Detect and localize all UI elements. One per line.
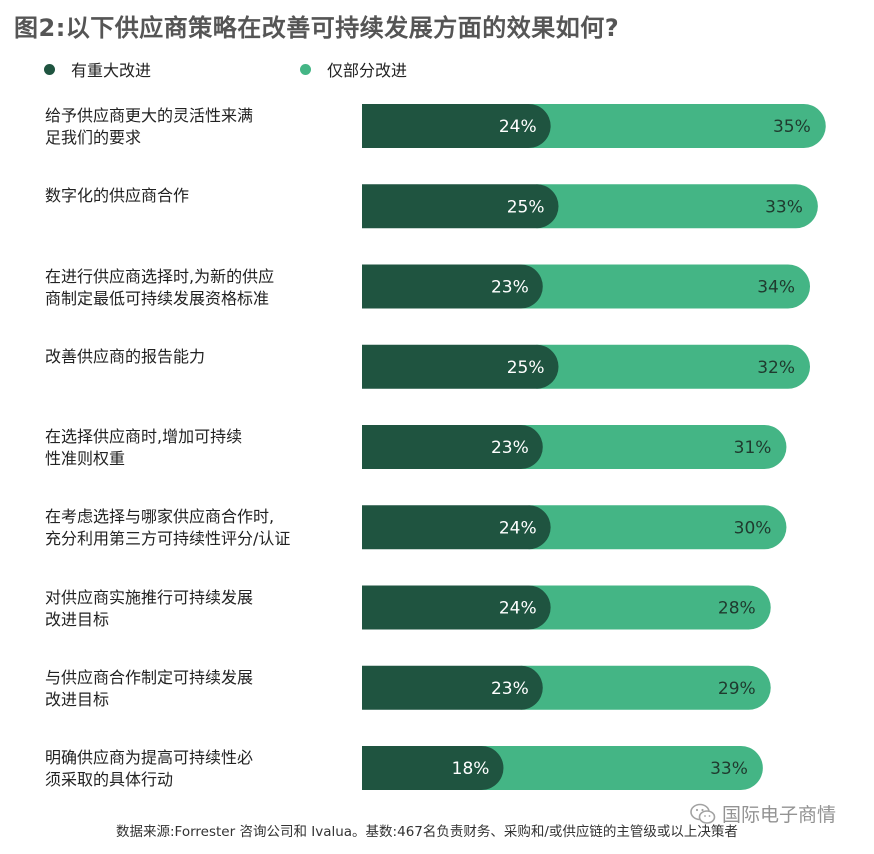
category-label: 在选择供应商时,增加可持续 性准则权重	[45, 426, 345, 470]
chart-title: 图2:以下供应商策略在改善可持续发展方面的效果如何?	[14, 14, 620, 42]
value-label-major: 24%	[499, 117, 537, 137]
category-label-line: 在选择供应商时,增加可持续	[45, 427, 243, 446]
bar-major-improvement	[362, 665, 543, 710]
category-label-line: 与供应商合作制定可持续发展	[45, 667, 254, 687]
category-label-line: 改进目标	[45, 689, 110, 709]
value-label-partial: 34%	[757, 278, 795, 298]
bar-major-improvement	[362, 344, 559, 389]
category-label: 数字化的供应商合作	[45, 185, 345, 207]
value-label-partial: 28%	[718, 599, 756, 619]
bar-partial-improvement	[528, 505, 787, 550]
bar-partial-improvement	[481, 746, 763, 790]
value-label-major: 23%	[491, 278, 529, 298]
category-label-line: 数字化的供应商合作	[45, 186, 190, 206]
category-label-line: 商制定最低可持续发展资格标准	[45, 288, 270, 308]
bar-partial-improvement	[528, 585, 771, 630]
value-label-major: 25%	[507, 358, 545, 378]
bar-major-improvement	[362, 104, 551, 148]
category-label-line: 充分利用第三方可持续性评分/认证	[45, 529, 291, 549]
bar-partial-improvement	[528, 104, 826, 148]
category-label: 与供应商合作制定可持续发展 改进目标	[45, 667, 345, 711]
value-label-major: 23%	[491, 679, 529, 699]
value-label-partial: 32%	[757, 358, 795, 378]
value-label-major: 23%	[491, 438, 529, 458]
category-label-line: 给予供应商更大的灵活性来满	[45, 106, 254, 125]
legend-label-major: 有重大改进	[71, 61, 152, 80]
bar-major-improvement	[362, 746, 504, 790]
category-label: 在进行供应商选择时,为新的供应 商制定最低可持续发展资格标准	[45, 266, 345, 310]
value-label-partial: 33%	[710, 759, 748, 779]
legend-dot-partial	[300, 63, 311, 75]
value-label-major: 25%	[507, 197, 545, 217]
value-label-partial: 35%	[773, 117, 811, 137]
wechat-icon	[690, 803, 716, 824]
bar-major-improvement	[362, 505, 551, 550]
category-label-line: 对供应商实施推行可持续发展	[45, 587, 254, 607]
category-label: 明确供应商为提高可持续性必 须采取的具体行动	[45, 747, 345, 791]
value-label-major: 18%	[452, 759, 490, 779]
category-label-line: 性准则权重	[45, 449, 126, 468]
watermark-text: 国际电子商情	[722, 804, 837, 826]
value-label-partial: 33%	[765, 197, 803, 217]
category-label-line: 须采取的具体行动	[45, 770, 174, 789]
bar-major-improvement	[362, 425, 543, 469]
bar-partial-improvement	[520, 425, 787, 469]
bar-major-improvement	[362, 585, 551, 630]
category-label: 在考虑选择与哪家供应商合作时, 充分利用第三方可持续性评分/认证	[45, 506, 345, 550]
value-label-major: 24%	[499, 599, 537, 619]
legend-item-partial: 仅部分改进	[300, 57, 407, 81]
value-label-partial: 31%	[734, 438, 772, 458]
legend-dot-major	[44, 63, 55, 75]
bar-partial-improvement	[520, 665, 771, 710]
category-label-line: 在进行供应商选择时,为新的供应	[45, 266, 275, 286]
value-label-partial: 30%	[734, 518, 772, 538]
category-label-line: 足我们的要求	[45, 128, 142, 147]
bar-major-improvement	[362, 264, 543, 309]
category-label: 给予供应商更大的灵活性来满 足我们的要求	[45, 105, 345, 149]
watermark: 国际电子商情	[690, 800, 836, 827]
category-label-line: 改善供应商的报告能力	[45, 346, 206, 366]
legend-label-partial: 仅部分改进	[327, 61, 408, 80]
bar-partial-improvement	[536, 344, 811, 389]
category-label: 对供应商实施推行可持续发展 改进目标	[45, 587, 345, 631]
value-label-partial: 29%	[718, 679, 756, 699]
category-label: 改善供应商的报告能力	[45, 346, 345, 368]
category-label-line: 改进目标	[45, 609, 110, 629]
legend-item-major: 有重大改进	[44, 57, 151, 81]
value-label-major: 24%	[499, 518, 537, 538]
category-label-line: 明确供应商为提高可持续性必	[45, 748, 254, 767]
category-label-line: 在考虑选择与哪家供应商合作时,	[45, 507, 275, 527]
bar-major-improvement	[362, 184, 559, 229]
source-note: 数据来源:Forrester 咨询公司和 Ivalua。基数:467名负责财务、…	[116, 824, 738, 840]
bar-partial-improvement	[520, 264, 811, 309]
bar-partial-improvement	[536, 184, 818, 229]
